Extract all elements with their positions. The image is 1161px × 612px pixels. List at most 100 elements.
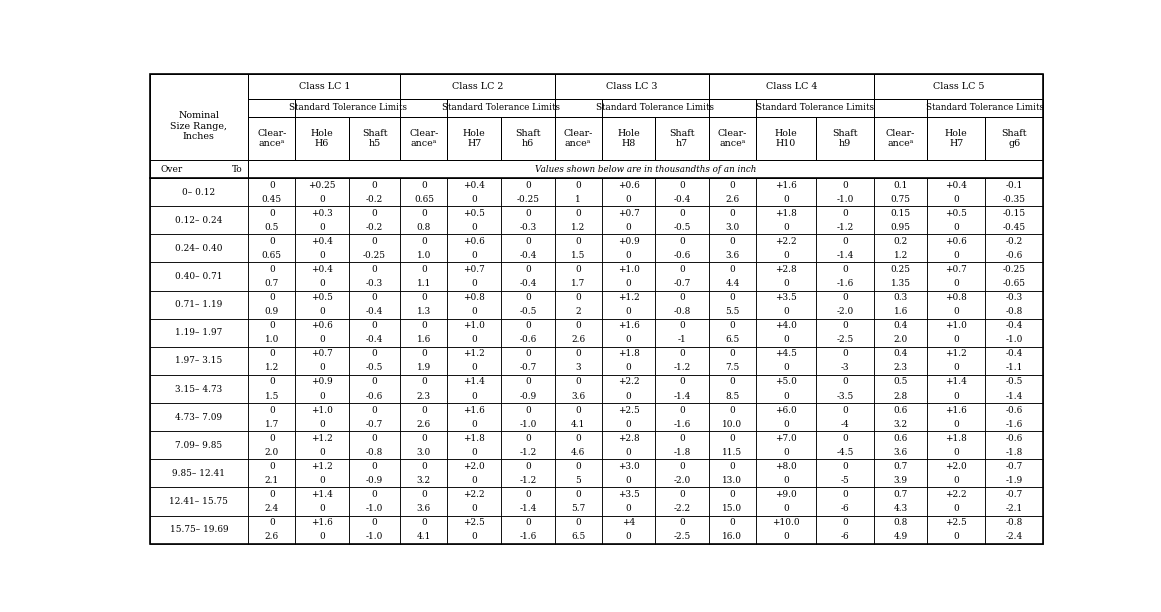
Text: 2.6: 2.6 (571, 335, 585, 345)
Text: -0.45: -0.45 (1003, 223, 1025, 232)
Text: 3.15– 4.73: 3.15– 4.73 (175, 384, 223, 394)
Text: 3.6: 3.6 (417, 504, 431, 513)
Text: 0: 0 (575, 349, 580, 359)
Bar (816, 515, 874, 543)
Text: +7.0: +7.0 (776, 434, 796, 442)
Text: 0– 0.12: 0– 0.12 (182, 188, 216, 196)
Bar (655, 263, 709, 291)
Bar (502, 515, 555, 543)
Text: 0: 0 (842, 293, 848, 302)
Bar (401, 488, 447, 515)
Bar (816, 117, 874, 160)
Text: 4.1: 4.1 (417, 532, 431, 541)
Bar (150, 515, 248, 543)
Text: Values shown below are in thousandths of an inch: Values shown below are in thousandths of… (535, 165, 756, 174)
Bar (401, 319, 447, 347)
Bar (150, 291, 248, 319)
Bar (655, 178, 709, 206)
Text: 0: 0 (842, 209, 848, 218)
Bar (601, 291, 655, 319)
Bar (349, 347, 401, 375)
Text: -0.3: -0.3 (1005, 293, 1023, 302)
Bar (928, 263, 986, 291)
Bar (401, 178, 447, 206)
Text: 0: 0 (953, 392, 959, 401)
Bar (150, 319, 248, 347)
Bar (248, 75, 401, 99)
Bar (816, 291, 874, 319)
Text: -0.4: -0.4 (519, 251, 536, 260)
Bar (150, 178, 248, 206)
Bar (555, 319, 601, 347)
Text: +1.4: +1.4 (945, 378, 967, 387)
Bar (928, 515, 986, 543)
Bar (986, 291, 1043, 319)
Bar (502, 291, 555, 319)
Bar (502, 117, 555, 160)
Bar (447, 291, 502, 319)
Text: +1.0: +1.0 (311, 406, 333, 414)
Text: +2.0: +2.0 (945, 462, 967, 471)
Text: 1.3: 1.3 (417, 307, 431, 316)
Bar (349, 375, 401, 403)
Bar (248, 99, 295, 117)
Text: 0: 0 (729, 378, 735, 387)
Text: 0: 0 (471, 251, 477, 260)
Bar (248, 319, 295, 347)
Text: 0: 0 (372, 406, 377, 414)
Text: 0: 0 (842, 237, 848, 246)
Text: -2.4: -2.4 (1005, 532, 1023, 541)
Bar (447, 319, 502, 347)
Bar (349, 460, 401, 488)
Text: -2.0: -2.0 (673, 476, 691, 485)
Bar (709, 460, 756, 488)
Bar (401, 206, 447, 234)
Text: -0.1: -0.1 (1005, 181, 1023, 190)
Text: 0.3: 0.3 (894, 293, 908, 302)
Text: 0: 0 (421, 462, 427, 471)
Text: 0: 0 (421, 265, 427, 274)
Bar (295, 375, 349, 403)
Bar (447, 178, 502, 206)
Bar (756, 488, 816, 515)
Text: 0: 0 (626, 532, 632, 541)
Text: 0: 0 (626, 335, 632, 345)
Text: 0: 0 (953, 279, 959, 288)
Bar (756, 347, 816, 375)
Bar (756, 375, 816, 403)
Text: 3.6: 3.6 (894, 448, 908, 457)
Text: 0: 0 (319, 335, 325, 345)
Bar (816, 403, 874, 431)
Bar (655, 234, 709, 263)
Text: 0: 0 (372, 518, 377, 527)
Bar (928, 347, 986, 375)
Text: 1.7: 1.7 (571, 279, 585, 288)
Text: 0: 0 (575, 406, 580, 414)
Text: 0: 0 (421, 434, 427, 442)
Text: -0.9: -0.9 (366, 476, 383, 485)
Bar (709, 431, 756, 460)
Bar (709, 206, 756, 234)
Text: +0.25: +0.25 (309, 181, 336, 190)
Text: 0.12– 0.24: 0.12– 0.24 (175, 216, 223, 225)
Bar (928, 403, 986, 431)
Text: 0: 0 (575, 462, 580, 471)
Text: -1.6: -1.6 (836, 279, 853, 288)
Text: 0: 0 (729, 462, 735, 471)
Text: 0: 0 (372, 237, 377, 246)
Bar (709, 375, 756, 403)
Bar (447, 375, 502, 403)
Text: 0: 0 (575, 181, 580, 190)
Text: 0.15: 0.15 (890, 209, 910, 218)
Bar (816, 234, 874, 263)
Bar (756, 291, 816, 319)
Text: 0: 0 (784, 195, 788, 204)
Text: Standard Tolerance Limits: Standard Tolerance Limits (926, 103, 1044, 113)
Text: 0: 0 (729, 209, 735, 218)
Text: 0: 0 (953, 476, 959, 485)
Text: +2.8: +2.8 (776, 265, 796, 274)
Text: 0: 0 (729, 490, 735, 499)
Bar (248, 403, 295, 431)
Bar (816, 263, 874, 291)
Bar (601, 431, 655, 460)
